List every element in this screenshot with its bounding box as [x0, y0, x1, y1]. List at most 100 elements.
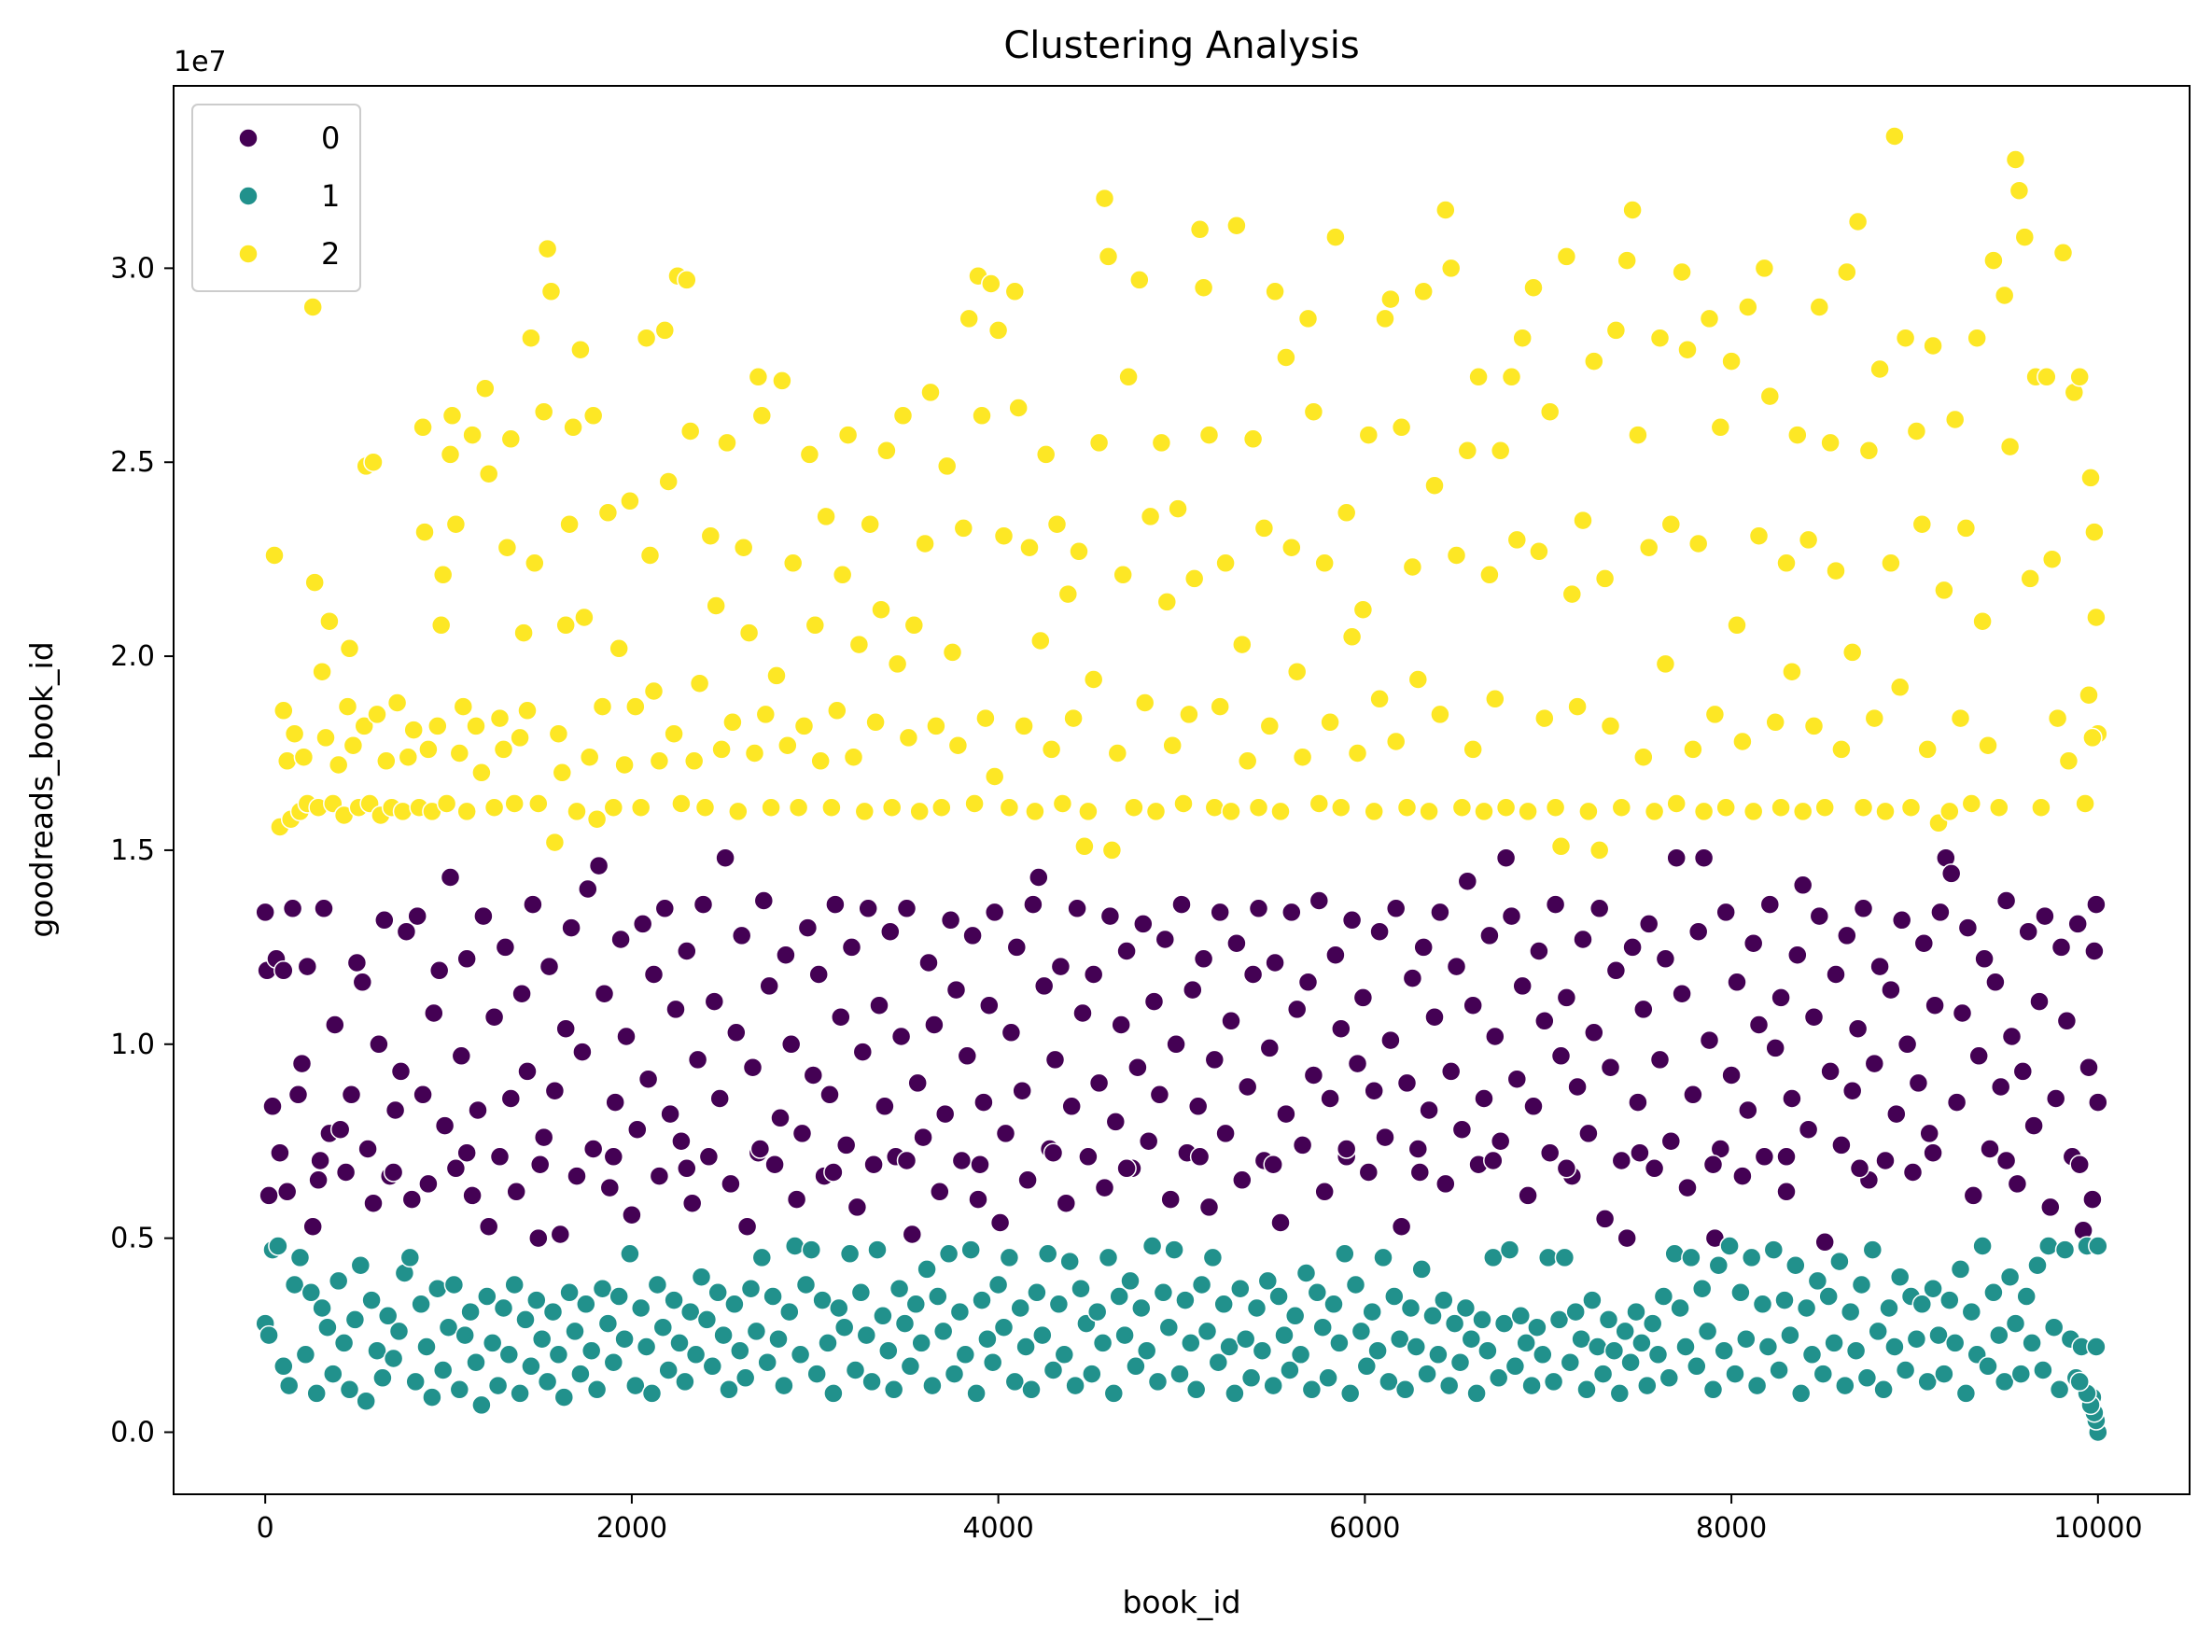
data-point-cluster-2	[738, 623, 760, 643]
data-point-cluster-0	[1419, 1099, 1439, 1121]
data-point-cluster-1	[1466, 1383, 1487, 1404]
data-point-cluster-2	[832, 565, 853, 585]
data-point-cluster-0	[1995, 890, 2017, 911]
data-point-cluster-2	[1474, 801, 1494, 822]
data-point-cluster-0	[1221, 1011, 1241, 1031]
data-point-cluster-0	[1881, 979, 1901, 1001]
data-point-cluster-0	[1940, 863, 1962, 884]
data-point-cluster-2	[1923, 335, 1943, 357]
data-point-cluster-0	[1430, 902, 1450, 923]
data-point-cluster-2	[597, 502, 619, 524]
data-point-cluster-1	[685, 1344, 707, 1365]
data-point-cluster-0	[1099, 905, 1121, 927]
data-point-cluster-0	[572, 1042, 593, 1062]
data-point-cluster-1	[1048, 1294, 1070, 1315]
data-point-cluster-0	[1644, 1158, 1665, 1179]
data-point-cluster-2	[1787, 425, 1808, 445]
data-point-cluster-0	[698, 1146, 720, 1168]
data-point-cluster-2	[574, 607, 595, 628]
data-point-cluster-2	[1221, 801, 1241, 822]
data-point-cluster-1	[427, 1278, 448, 1299]
data-point-cluster-0	[654, 898, 676, 919]
data-point-cluster-1	[2005, 1313, 2026, 1334]
data-point-cluster-0	[1017, 1169, 1038, 1191]
data-point-cluster-0	[1050, 956, 1071, 977]
data-point-cluster-1	[1736, 1328, 1757, 1350]
data-point-cluster-0	[1451, 1119, 1473, 1140]
data-point-cluster-2	[1369, 689, 1390, 709]
data-point-cluster-2	[1107, 743, 1128, 763]
data-point-cluster-0	[270, 1142, 290, 1163]
chart-title: Clustering Analysis	[1003, 24, 1359, 67]
data-point-cluster-2	[953, 518, 974, 539]
data-point-cluster-0	[1314, 1182, 1335, 1202]
data-point-cluster-2	[1215, 553, 1236, 574]
data-point-cluster-1	[1335, 1243, 1355, 1265]
data-point-cluster-1	[273, 1356, 294, 1377]
data-point-cluster-0	[483, 1006, 505, 1028]
data-point-cluster-1	[521, 1356, 541, 1377]
data-point-cluster-0	[2035, 905, 2055, 927]
data-point-cluster-2	[1375, 308, 1395, 329]
data-point-cluster-0	[1826, 964, 1846, 985]
data-point-cluster-2	[1884, 126, 1905, 147]
data-point-cluster-1	[1780, 1324, 1800, 1346]
data-point-cluster-2	[706, 595, 726, 616]
data-point-cluster-2	[1402, 556, 1423, 578]
data-point-cluster-0	[984, 902, 1005, 923]
data-point-cluster-2	[1297, 308, 1319, 329]
data-point-cluster-2	[1512, 328, 1533, 348]
data-point-cluster-2	[1567, 696, 1588, 717]
data-point-cluster-1	[691, 1267, 712, 1287]
data-point-cluster-1	[1752, 1294, 1773, 1315]
data-point-cluster-2	[1485, 689, 1505, 709]
y-tick-label: 2.0	[110, 640, 155, 673]
data-point-cluster-1	[1598, 1309, 1619, 1330]
data-point-cluster-1	[2010, 1364, 2032, 1384]
data-point-cluster-2	[1286, 661, 1308, 682]
data-point-cluster-1	[713, 1324, 734, 1346]
data-point-cluster-0	[1578, 1123, 1599, 1144]
data-point-cluster-2	[683, 750, 705, 772]
data-point-cluster-2	[2037, 367, 2057, 387]
data-point-cluster-2	[700, 525, 721, 546]
data-point-cluster-1	[328, 1270, 349, 1292]
data-point-cluster-0	[517, 1061, 538, 1082]
data-point-cluster-2	[1961, 793, 1982, 814]
data-point-cluster-2	[854, 801, 875, 822]
data-point-cluster-0	[1380, 1029, 1401, 1051]
data-point-cluster-2	[1989, 797, 2009, 818]
data-point-cluster-1	[1043, 1360, 1064, 1380]
data-point-cluster-2	[1869, 358, 1890, 380]
data-point-cluster-2	[398, 747, 419, 767]
data-point-cluster-0	[383, 1162, 404, 1183]
data-point-cluster-2	[1911, 513, 1933, 535]
data-point-cluster-0	[1902, 1162, 1924, 1183]
data-point-cluster-1	[1691, 1278, 1713, 1299]
data-point-cluster-0	[1358, 1162, 1379, 1183]
data-point-cluster-1	[449, 1379, 470, 1400]
data-point-cluster-2	[453, 696, 474, 717]
data-point-cluster-1	[1307, 1282, 1328, 1303]
data-point-cluster-2	[586, 808, 608, 830]
data-point-cluster-2	[2020, 568, 2040, 589]
data-point-cluster-0	[962, 925, 983, 946]
data-point-cluster-0	[1869, 956, 1890, 977]
data-point-cluster-0	[1990, 1076, 2011, 1098]
data-point-cluster-1	[784, 1236, 805, 1256]
data-point-cluster-2	[1101, 840, 1123, 861]
data-point-cluster-2	[964, 793, 985, 814]
data-point-cluster-1	[1592, 1364, 1614, 1384]
data-point-cluster-1	[1219, 1337, 1239, 1357]
data-point-cluster-0	[555, 1018, 576, 1039]
data-point-cluster-2	[555, 615, 576, 636]
data-point-cluster-0	[1864, 1053, 1885, 1074]
data-point-cluster-2	[540, 281, 562, 302]
data-point-cluster-1	[268, 1236, 288, 1256]
data-point-cluster-0	[1409, 1162, 1431, 1183]
data-point-cluster-1	[1527, 1317, 1547, 1337]
data-point-cluster-1	[372, 1367, 393, 1389]
data-point-cluster-1	[1422, 1306, 1443, 1326]
data-point-cluster-1	[1131, 1297, 1152, 1319]
